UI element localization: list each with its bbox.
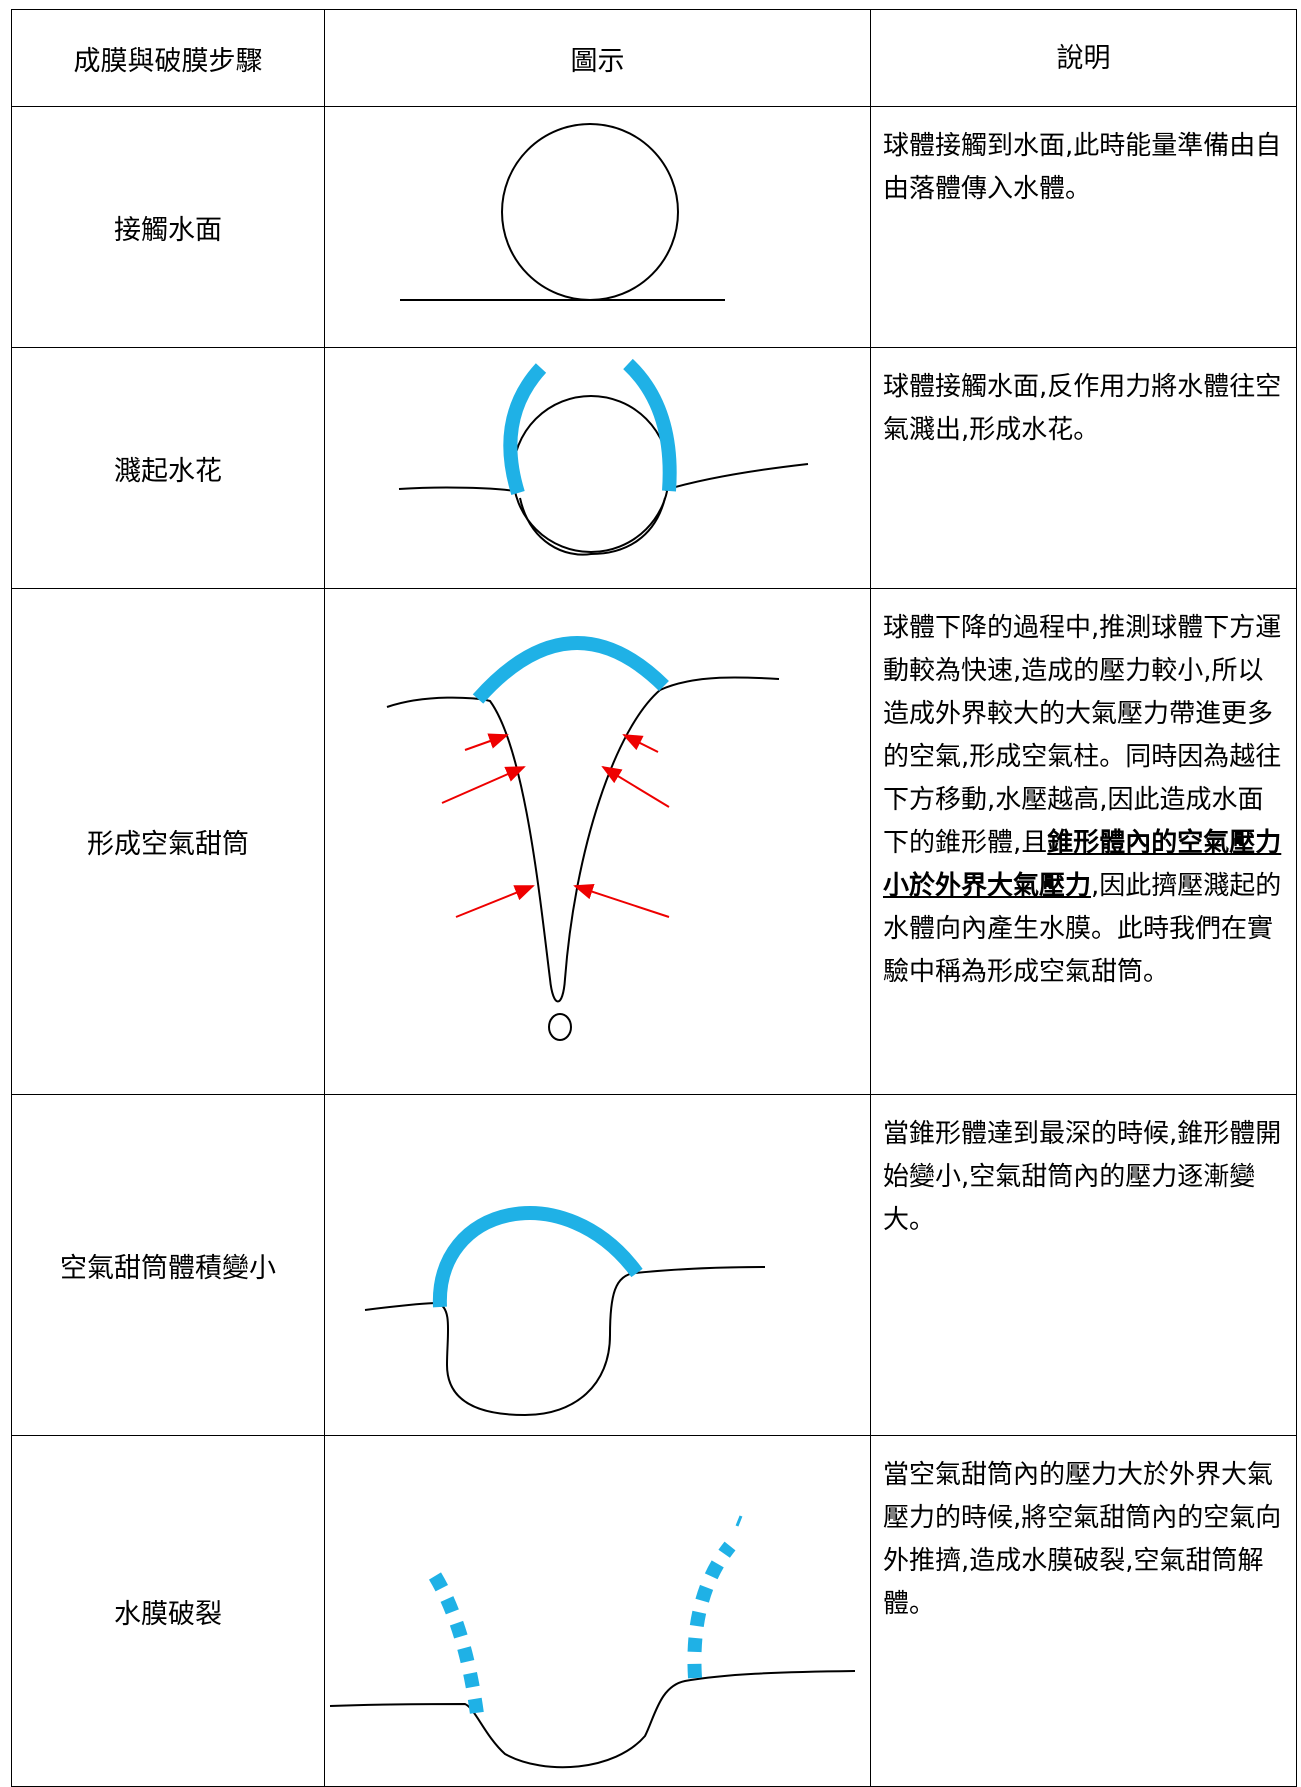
description: 球體下降的過程中,推測球體下方運動較為快速,造成的壓力較小,所以造成外界較大的大… (883, 613, 1282, 858)
diagram (364, 1206, 766, 1417)
step-cell: 空氣甜筒體積變小 (11, 1094, 325, 1436)
table-row: 接觸水面 球體接觸到水面,此時能量準備由自由落體傳入水體。 (11, 106, 1297, 348)
description: 當空氣甜筒內的壓力大於外界大氣壓力的時候,將空氣甜筒內的空氣向外推擠,造成水膜破… (883, 1460, 1282, 1619)
step-cell: 水膜破裂 (11, 1435, 325, 1787)
table-row: 水膜破裂 當空氣甜筒內的壓力大於外界大氣壓力的時候,將空氣甜筒內的空氣向外推擠,… (11, 1435, 1297, 1787)
diagram (386, 636, 780, 1041)
diagram (400, 123, 725, 301)
description: 球體接觸水面,反作用力將水體往空氣濺出,形成水花。 (883, 372, 1282, 445)
diagram (398, 358, 809, 556)
description-cell: 球體下降的過程中,推測球體下方運動較為快速,造成的壓力較小,所以造成外界較大的大… (870, 588, 1297, 1095)
header-row: 成膜與破膜步驟 圖示 說明 (11, 9, 1297, 107)
description-emphasis: 錐形體內的空氣壓力小於外界大氣壓力 (883, 828, 1282, 901)
diagram-cell (324, 588, 871, 1095)
table-row: 空氣甜筒體積變小 當錐形體達到最深的時候,錐形體開始變小,空氣甜筒內的壓力逐漸變… (11, 1094, 1297, 1436)
table-row: 形成空氣甜筒 球體下降的過程中,推測球體下方運動較為快速,造成的壓力較小,所以造… (11, 588, 1297, 1095)
diagram-cell (324, 1094, 871, 1436)
description-cell: 球體接觸水面,反作用力將水體往空氣濺出,形成水花。 (870, 347, 1297, 589)
steps-table: 成膜與破膜步驟 圖示 說明 接觸水面 球體接觸到水面,此時能量準備由自由落體傳入… (11, 9, 1297, 1787)
diagram (329, 1515, 856, 1769)
description: ,因此擠壓濺起的水體向內產生水膜。此時我們在實驗中稱為形成空氣甜筒。 (883, 871, 1282, 987)
step-cell: 形成空氣甜筒 (11, 588, 325, 1095)
diagram-cell (324, 1435, 871, 1787)
description: 當錐形體達到最深的時候,錐形體開始變小,空氣甜筒內的壓力逐漸變大。 (883, 1119, 1282, 1235)
description-cell: 當錐形體達到最深的時候,錐形體開始變小,空氣甜筒內的壓力逐漸變大。 (870, 1094, 1297, 1436)
description: 球體接觸到水面,此時能量準備由自由落體傳入水體。 (883, 131, 1282, 204)
table-row: 濺起水花 球體接觸水面,反作用力將水體往空氣濺出,形成水花。 (11, 347, 1297, 589)
diagram-cell (324, 106, 871, 348)
step-cell: 濺起水花 (11, 347, 325, 589)
header-cell: 說明 (870, 9, 1297, 107)
step-cell: 接觸水面 (11, 106, 325, 348)
header-cell: 圖示 (324, 9, 871, 107)
header-cell: 成膜與破膜步驟 (11, 9, 325, 107)
description-cell: 當空氣甜筒內的壓力大於外界大氣壓力的時候,將空氣甜筒內的空氣向外推擠,造成水膜破… (870, 1435, 1297, 1787)
description-cell: 球體接觸到水面,此時能量準備由自由落體傳入水體。 (870, 106, 1297, 348)
diagram-cell (324, 347, 871, 589)
